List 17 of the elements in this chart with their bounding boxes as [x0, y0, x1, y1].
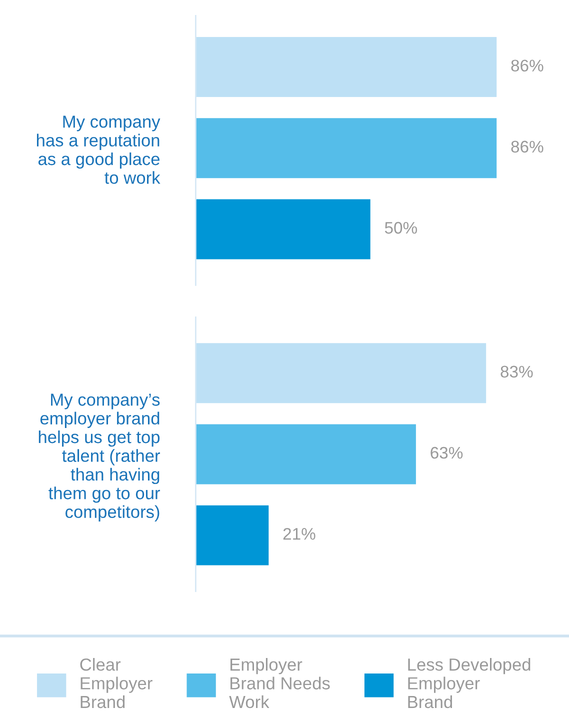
data-label: 21%: [283, 528, 316, 540]
y-tick-label: My company’s employer brand helps us get top talent (rather than having them go to our competitors): [38, 394, 160, 522]
data-label: 86%: [511, 140, 544, 153]
bar: [195, 343, 486, 404]
legend-label: Employer Brand Needs Work: [229, 658, 330, 708]
legend-label: Clear Employer Brand: [80, 658, 152, 708]
bar: [195, 424, 416, 484]
data-label: 83%: [500, 366, 533, 378]
legend-label: Less Developed Employer Brand: [408, 658, 530, 708]
bar: [195, 118, 497, 178]
data-label: 50%: [384, 222, 418, 234]
data-label: 63%: [430, 446, 463, 459]
y-tick-label: My company has a reputation as a good place to work: [36, 116, 160, 184]
bar: [195, 199, 370, 260]
data-label: 86%: [511, 60, 544, 72]
bar: [195, 505, 269, 566]
bar: [195, 37, 497, 98]
